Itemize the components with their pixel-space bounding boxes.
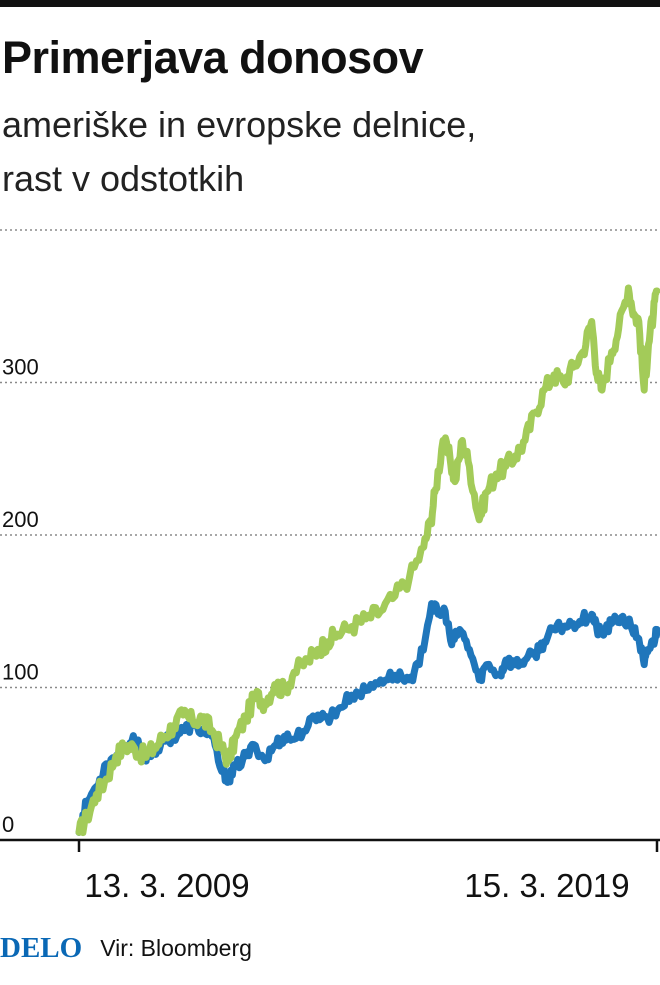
y-tick-label-0: 0 <box>2 812 14 837</box>
series-lines <box>75 284 660 837</box>
source-note: Vir: Bloomberg <box>100 934 252 961</box>
top-rule <box>0 0 660 7</box>
y-tick-label-200: 200 <box>2 507 39 532</box>
footer: DELO Vir: Bloomberg <box>0 926 252 970</box>
delo-logo: DELO <box>0 931 83 964</box>
series-line-blue <box>75 600 660 836</box>
x-tick-label-2: 15. 3. 2019 <box>464 867 629 904</box>
y-tick-label-300: 300 <box>2 355 39 380</box>
y-tick-label-100: 100 <box>2 660 39 685</box>
tick-labels: 0 100 200 300 13. 3. 2009 15. 3. 2019 <box>2 355 630 905</box>
x-axis <box>0 838 660 852</box>
subtitle-line-2: rast v odstotkih <box>2 158 245 199</box>
x-tick-label-1: 13. 3. 2009 <box>84 867 249 904</box>
grid <box>0 229 660 689</box>
chart-subtitle: ameriške in evropske delnice, rast v ods… <box>2 98 652 206</box>
subtitle-line-1: ameriške in evropske delnice, <box>2 104 477 145</box>
series-line-green <box>75 284 660 837</box>
chart-title: Primerjava donosov <box>2 32 424 83</box>
